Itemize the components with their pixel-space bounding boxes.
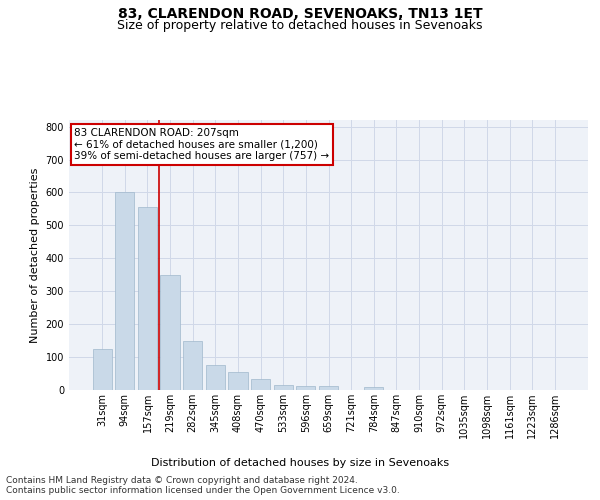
Text: 83, CLARENDON ROAD, SEVENOAKS, TN13 1ET: 83, CLARENDON ROAD, SEVENOAKS, TN13 1ET (118, 8, 482, 22)
Bar (229, 372, 248, 390)
Bar (115, 192, 134, 390)
Bar (183, 340, 202, 390)
Bar (160, 275, 180, 390)
Bar (92, 349, 112, 390)
Text: 83 CLARENDON ROAD: 207sqm
← 61% of detached houses are smaller (1,200)
39% of se: 83 CLARENDON ROAD: 207sqm ← 61% of detac… (74, 128, 329, 162)
Bar (206, 366, 225, 390)
Text: Contains HM Land Registry data © Crown copyright and database right 2024.
Contai: Contains HM Land Registry data © Crown c… (6, 476, 400, 495)
Bar (364, 388, 383, 390)
Text: Size of property relative to detached houses in Sevenoaks: Size of property relative to detached ho… (117, 19, 483, 32)
Bar (319, 386, 338, 390)
Bar (296, 386, 316, 390)
Text: Distribution of detached houses by size in Sevenoaks: Distribution of detached houses by size … (151, 458, 449, 468)
Bar (138, 208, 157, 390)
Bar (274, 385, 293, 390)
Bar (251, 379, 270, 390)
Y-axis label: Number of detached properties: Number of detached properties (30, 168, 40, 342)
